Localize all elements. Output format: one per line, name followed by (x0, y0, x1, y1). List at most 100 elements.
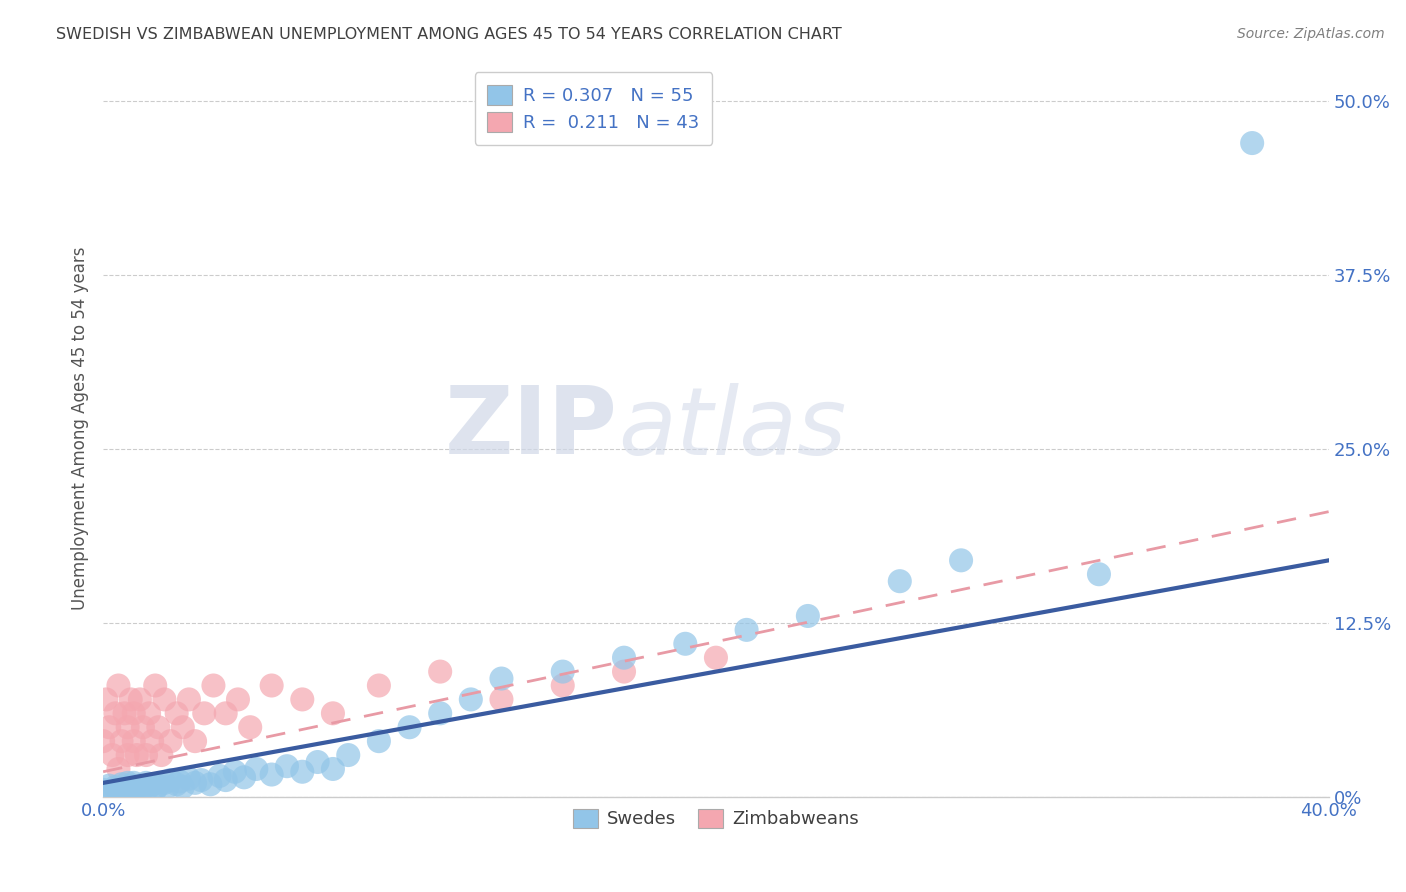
Point (889, 574, 911, 589)
Point (491, 692, 513, 706)
Point (117, 747, 139, 762)
Point (551, 679, 574, 693)
Point (276, 759, 298, 773)
Point (226, 692, 249, 706)
Y-axis label: Unemployment Among Ages 45 to 54 years: Unemployment Among Ages 45 to 54 years (72, 246, 89, 610)
Point (215, 706, 238, 721)
Text: SWEDISH VS ZIMBABWEAN UNEMPLOYMENT AMONG AGES 45 TO 54 YEARS CORRELATION CHART: SWEDISH VS ZIMBABWEAN UNEMPLOYMENT AMONG… (56, 27, 842, 42)
Point (1241, 136, 1264, 150)
Point (122, 776, 145, 790)
Point (337, 747, 360, 762)
Point (322, 762, 344, 776)
Point (143, 782, 166, 797)
Point (129, 779, 152, 793)
Point (91, 734, 114, 748)
Point (122, 781, 145, 796)
Point (153, 692, 176, 706)
Point (184, 776, 207, 790)
Point (141, 734, 163, 748)
Point (138, 780, 160, 794)
Point (138, 706, 160, 721)
Point (613, 650, 636, 665)
Point (260, 679, 283, 693)
Point (177, 692, 200, 706)
Point (91, 782, 114, 797)
Point (141, 777, 163, 791)
Point (239, 720, 262, 734)
Point (156, 780, 179, 794)
Point (429, 665, 451, 679)
Point (551, 665, 574, 679)
Point (172, 780, 194, 794)
Point (122, 706, 145, 721)
Point (135, 776, 157, 790)
Text: atlas: atlas (617, 383, 846, 474)
Point (233, 770, 256, 784)
Point (129, 692, 152, 706)
Point (104, 780, 127, 794)
Point (202, 679, 225, 693)
Point (150, 747, 173, 762)
Point (148, 779, 170, 793)
Point (114, 706, 136, 721)
Point (491, 672, 513, 686)
Point (184, 734, 207, 748)
Point (132, 720, 155, 734)
Point (166, 777, 188, 791)
Point (291, 764, 314, 779)
Point (98, 720, 121, 734)
Point (107, 782, 129, 797)
Point (117, 776, 139, 790)
Point (367, 734, 389, 748)
Legend: Swedes, Zimbabweans: Swedes, Zimbabweans (565, 801, 866, 836)
Point (104, 706, 127, 721)
Point (460, 692, 482, 706)
Point (322, 706, 344, 721)
Point (1088, 567, 1111, 582)
Point (122, 734, 145, 748)
Point (367, 679, 389, 693)
Point (177, 772, 200, 786)
Point (143, 679, 166, 693)
Point (398, 720, 420, 734)
Point (169, 774, 191, 789)
Point (166, 706, 188, 721)
Point (120, 692, 142, 706)
Point (98, 779, 121, 793)
Point (224, 764, 246, 779)
Text: Source: ZipAtlas.com: Source: ZipAtlas.com (1237, 27, 1385, 41)
Point (673, 637, 696, 651)
Point (704, 650, 727, 665)
Point (122, 784, 145, 798)
Point (307, 755, 329, 769)
Point (120, 779, 142, 793)
Point (260, 767, 283, 781)
Point (613, 665, 636, 679)
Point (153, 776, 176, 790)
Point (110, 734, 132, 748)
Point (114, 784, 136, 798)
Point (797, 609, 820, 624)
Point (96, 692, 118, 706)
Point (148, 720, 170, 734)
Point (101, 747, 124, 762)
Point (200, 777, 222, 791)
Point (135, 747, 157, 762)
Point (159, 734, 181, 748)
Point (172, 720, 194, 734)
Point (245, 762, 267, 776)
Point (193, 706, 215, 721)
Point (190, 773, 212, 788)
Point (107, 762, 129, 776)
Point (208, 769, 231, 783)
Point (429, 706, 451, 721)
Point (107, 679, 129, 693)
Point (101, 786, 124, 800)
Point (117, 781, 139, 796)
Point (125, 747, 148, 762)
Point (117, 720, 139, 734)
Point (950, 553, 973, 567)
Point (159, 773, 181, 788)
Point (110, 777, 132, 791)
Point (215, 773, 238, 788)
